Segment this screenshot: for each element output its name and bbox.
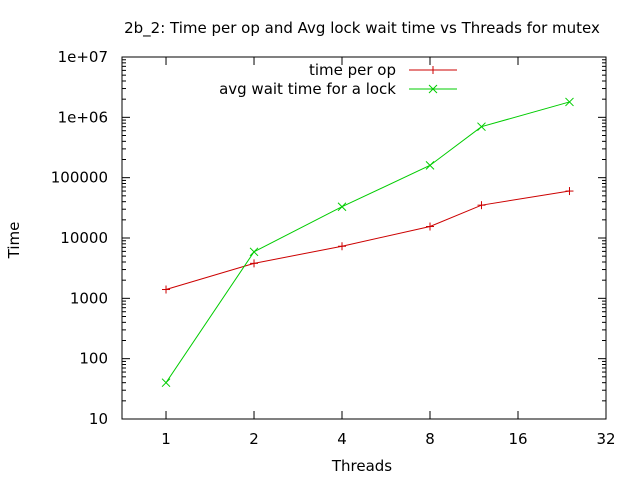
data-point <box>477 201 486 210</box>
marker-stroke <box>428 84 438 94</box>
legend-label: avg wait time for a lock <box>219 80 396 98</box>
y-tick-label: 1000 <box>70 289 108 307</box>
y-tick-label: 1e+06 <box>58 108 108 126</box>
data-point <box>338 242 347 251</box>
y-axis-label: Time <box>5 222 23 260</box>
data-point <box>426 222 435 231</box>
x-tick-label: 32 <box>596 430 615 448</box>
data-point <box>425 160 435 170</box>
marker-stroke <box>565 97 574 107</box>
y-tick-label: 10000 <box>60 229 108 247</box>
plot-area-border <box>121 56 607 420</box>
marker-stroke <box>477 122 486 132</box>
x-tick-label: 4 <box>337 430 347 448</box>
marker-stroke <box>425 160 435 170</box>
data-point <box>477 122 486 132</box>
series-avg-wait-time <box>161 97 574 388</box>
marker-stroke <box>337 202 347 212</box>
series-layer <box>161 97 574 388</box>
legend-label: time per op <box>309 61 396 79</box>
series-line <box>165 190 570 290</box>
legend-marker <box>428 84 438 94</box>
series-time-per-op <box>162 187 574 294</box>
x-axis-label: Threads <box>331 457 392 475</box>
data-point <box>565 187 574 196</box>
data-point <box>337 202 347 212</box>
legend-item: time per op <box>309 61 457 79</box>
data-point <box>250 259 259 268</box>
x-tick-label: 2 <box>249 430 259 448</box>
x-tick-label: 1 <box>161 430 171 448</box>
y-tick-label: 100 <box>79 350 108 368</box>
marker-stroke <box>161 378 171 388</box>
chart-title: 2b_2: Time per op and Avg lock wait time… <box>124 19 600 38</box>
axis-ticks: 10 100 1000 10000 100000 1e+06 1e+07 1 2 4 8 16 32 <box>51 48 616 448</box>
y-tick-label: 100000 <box>51 169 108 187</box>
y-tick-label: 10 <box>89 410 108 428</box>
x-tick-label: 16 <box>508 430 527 448</box>
series-line <box>165 101 570 383</box>
marker-stroke <box>249 247 259 257</box>
data-point <box>249 247 259 257</box>
legend-marker <box>429 66 437 74</box>
y-tick-label: 1e+07 <box>58 48 108 66</box>
x-tick-label: 8 <box>425 430 435 448</box>
data-point <box>565 97 574 107</box>
data-point <box>161 378 171 388</box>
legend-item: avg wait time for a lock <box>219 80 457 98</box>
data-point <box>162 285 171 294</box>
